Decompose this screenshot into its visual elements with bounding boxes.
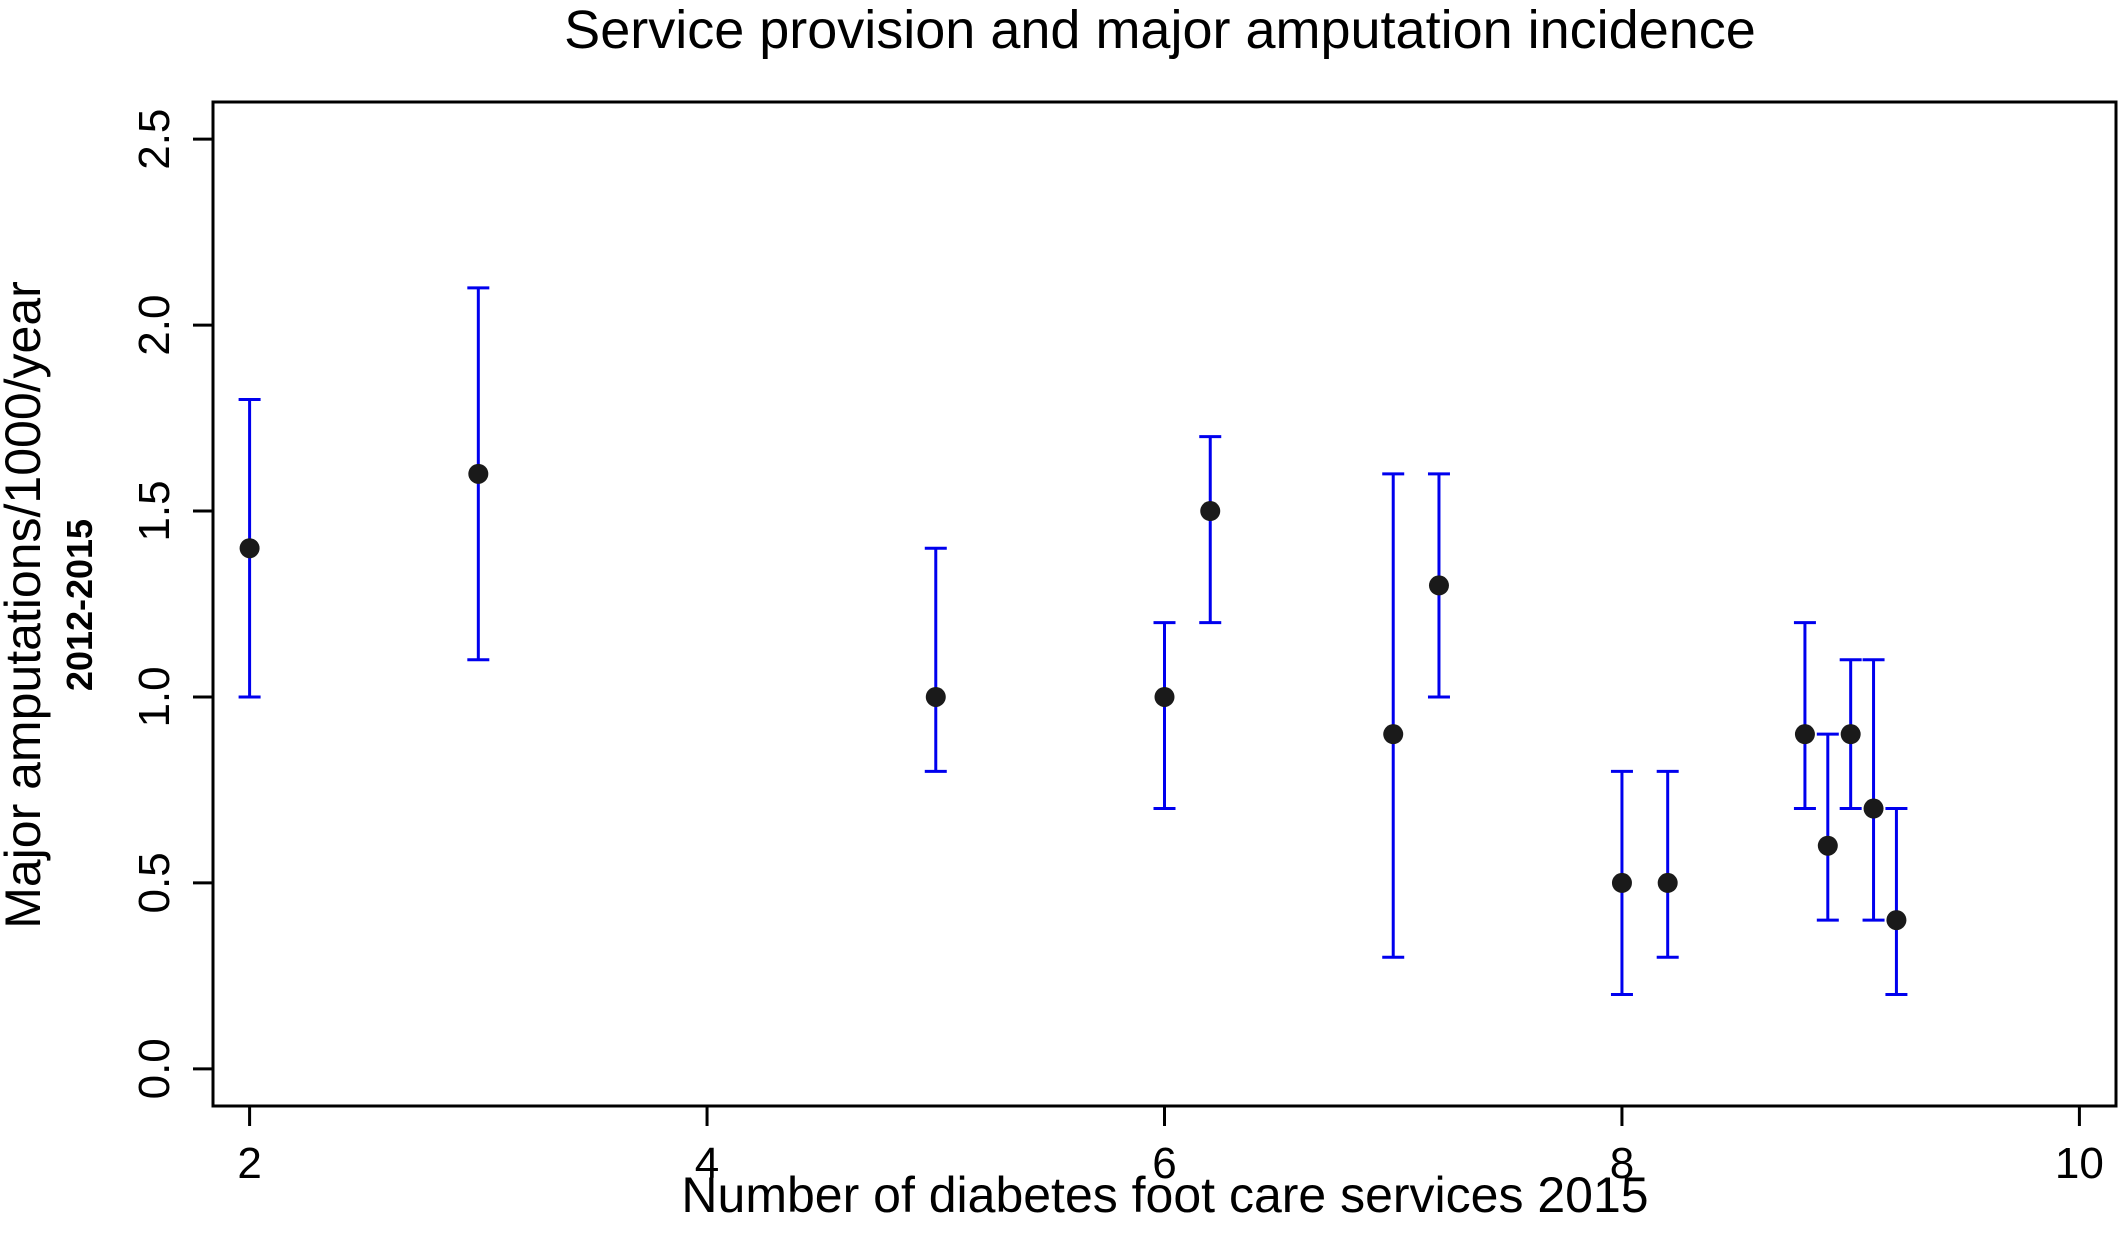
y-tick-label-2.0: 2.0 [130,295,179,356]
y-axis: 0.0 0.5 1.0 1.5 2.0 2.5 [130,109,213,1099]
data-point-8 [1657,872,1678,893]
error-bar-4 [1199,435,1222,625]
error-bars [238,286,1908,996]
error-bar-5 [1382,472,1405,959]
error-bar-2 [924,546,947,773]
y-tick-label-1.0: 1.0 [130,666,179,727]
x-axis-label: Number of diabetes foot care services 20… [681,1167,1648,1223]
x-axis: 2 4 6 8 10 [237,1106,2104,1188]
x-tick-label-10: 10 [2055,1139,2104,1188]
data-point-1 [468,463,489,484]
chart-title: Service provision and major amputation i… [564,0,1756,60]
data-point-2 [925,686,946,707]
data-point-5 [1383,724,1404,745]
y-tick-label-1.5: 1.5 [130,480,179,541]
data-point-4 [1200,501,1221,522]
data-point-0 [239,538,260,559]
y-tick-label-0.0: 0.0 [130,1038,179,1099]
data-points [239,463,1907,931]
y-tick-label-0.5: 0.5 [130,852,179,913]
data-point-9 [1794,724,1815,745]
error-bar-3 [1153,621,1176,811]
data-point-6 [1428,575,1449,596]
data-point-7 [1611,872,1632,893]
x-tick-label-8: 8 [1610,1139,1634,1188]
plot-frame [211,100,2118,1108]
x-tick-label-2: 2 [237,1139,261,1188]
y-axis-sublabel: 2012-2015 [59,519,100,691]
data-point-12 [1863,798,1884,819]
x-tick-label-4: 4 [695,1139,719,1188]
error-bar-12 [1862,658,1885,922]
error-bar-13 [1885,807,1908,996]
data-point-10 [1817,835,1838,856]
data-point-13 [1886,910,1907,931]
error-bar-9 [1793,621,1816,811]
data-point-3 [1154,686,1175,707]
y-tick-label-2.5: 2.5 [130,109,179,170]
data-point-11 [1840,724,1861,745]
x-tick-label-6: 6 [1152,1139,1176,1188]
error-bar-8 [1656,769,1679,959]
y-axis-label: Major amputations/1000/year [0,281,51,929]
error-bar-10 [1816,732,1839,922]
